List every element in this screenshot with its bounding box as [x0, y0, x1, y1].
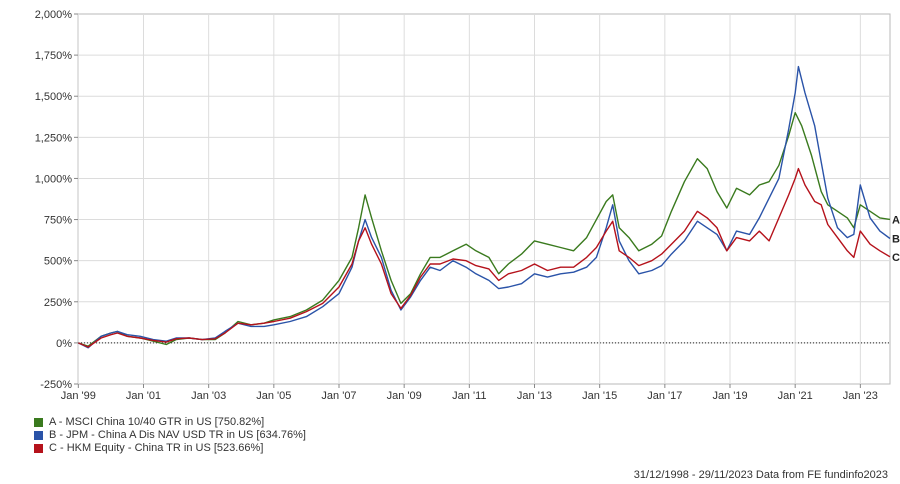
x-tick-label: Jan '01 [126, 390, 161, 402]
x-tick-label: Jan '09 [387, 390, 422, 402]
x-tick-label: Jan '99 [61, 390, 96, 402]
x-tick-label: Jan '07 [321, 390, 356, 402]
y-tick-label: 750% [44, 215, 72, 227]
y-tick-label: -250% [40, 379, 72, 391]
x-tick-label: Jan '13 [517, 390, 552, 402]
y-axis: 2,000% 1,750% 1,500% 1,250% 1,000% 750% 500% 25… [35, 9, 78, 391]
end-label-c: C [892, 252, 900, 264]
series-line-a [78, 112, 891, 347]
x-tick-label: Jan '21 [778, 390, 813, 402]
x-tick-label: Jan '19 [712, 390, 747, 402]
x-tick-label: Jan '11 [452, 390, 486, 402]
y-tick-label: 250% [44, 297, 72, 309]
legend-swatch-c [34, 444, 43, 453]
y-tick-label: 1,750% [35, 50, 73, 62]
end-labels: ABC [892, 214, 900, 263]
y-tick-label: 0% [56, 338, 72, 350]
legend-swatch-a [34, 418, 43, 427]
legend-label-a: A - MSCI China 10/40 GTR in US [750.82%] [49, 416, 265, 428]
series-line-b [77, 65, 891, 349]
date-range-footer: 31/12/1998 - 29/11/2023 Data from FE fun… [633, 469, 888, 481]
legend-swatch-b [34, 431, 43, 440]
legend-item-b[interactable]: B - JPM - China A Dis NAV USD TR in US [… [34, 429, 306, 442]
y-tick-label: 2,000% [35, 9, 73, 21]
x-tick-label: Jan '05 [256, 390, 291, 402]
y-tick-label: 1,250% [35, 132, 73, 144]
legend-item-c[interactable]: C - HKM Equity - China TR in US [523.66%… [34, 442, 306, 455]
end-label-a: A [892, 214, 900, 226]
x-axis: Jan '99 Jan '01 Jan '03 Jan '05 Jan '07 Jan '… [61, 384, 878, 402]
legend-item-a[interactable]: A - MSCI China 10/40 GTR in US [750.82%] [34, 416, 306, 429]
grid [77, 13, 891, 385]
legend: A - MSCI China 10/40 GTR in US [750.82%]… [34, 416, 306, 455]
x-tick-label: Jan '23 [843, 390, 878, 402]
x-tick-label: Jan '03 [191, 390, 226, 402]
legend-label-c: C - HKM Equity - China TR in US [523.66%… [49, 442, 264, 454]
legend-label-b: B - JPM - China A Dis NAV USD TR in US [… [49, 429, 306, 441]
x-tick-label: Jan '17 [647, 390, 682, 402]
x-tick-label: Jan '15 [582, 390, 617, 402]
y-tick-label: 500% [44, 256, 72, 268]
end-label-b: B [892, 234, 900, 246]
series-line-c [78, 167, 891, 348]
series-group [77, 65, 891, 349]
y-tick-label: 1,500% [35, 91, 73, 103]
y-tick-label: 1,000% [35, 173, 73, 185]
